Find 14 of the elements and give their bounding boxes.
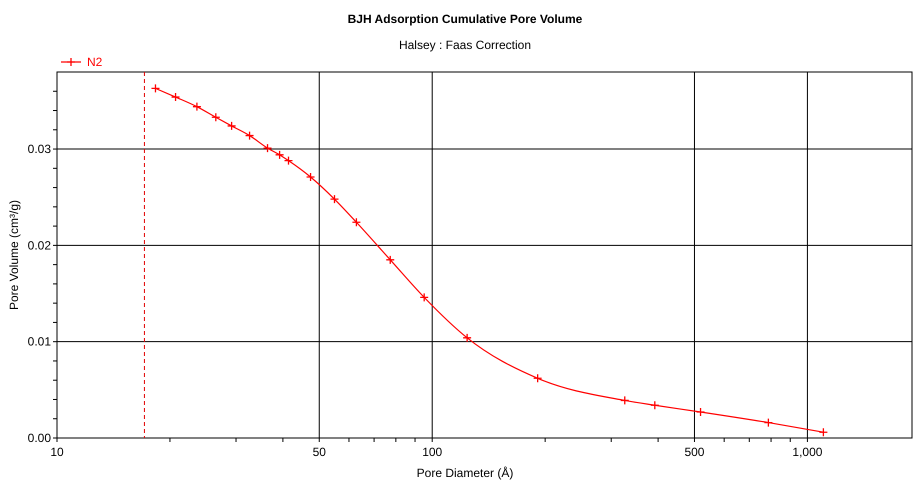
y-tick-label: 0.00 xyxy=(28,431,52,445)
y-tick-label: 0.03 xyxy=(28,142,52,156)
legend-label: N2 xyxy=(87,55,103,69)
y-axis-title: Pore Volume (cm³/g) xyxy=(7,200,21,310)
x-tick-label: 50 xyxy=(312,445,326,459)
x-tick-label: 1,000 xyxy=(792,445,823,459)
x-tick-label: 100 xyxy=(422,445,443,459)
x-axis-title: Pore Diameter (Å) xyxy=(416,466,514,480)
x-tick-label: 10 xyxy=(50,445,64,459)
x-tick-label: 500 xyxy=(684,445,705,459)
y-tick-label: 0.02 xyxy=(28,238,52,252)
chart-title: BJH Adsorption Cumulative Pore Volume xyxy=(348,12,583,26)
y-tick-label: 0.01 xyxy=(28,334,52,349)
chart-subtitle: Halsey : Faas Correction xyxy=(398,38,532,52)
